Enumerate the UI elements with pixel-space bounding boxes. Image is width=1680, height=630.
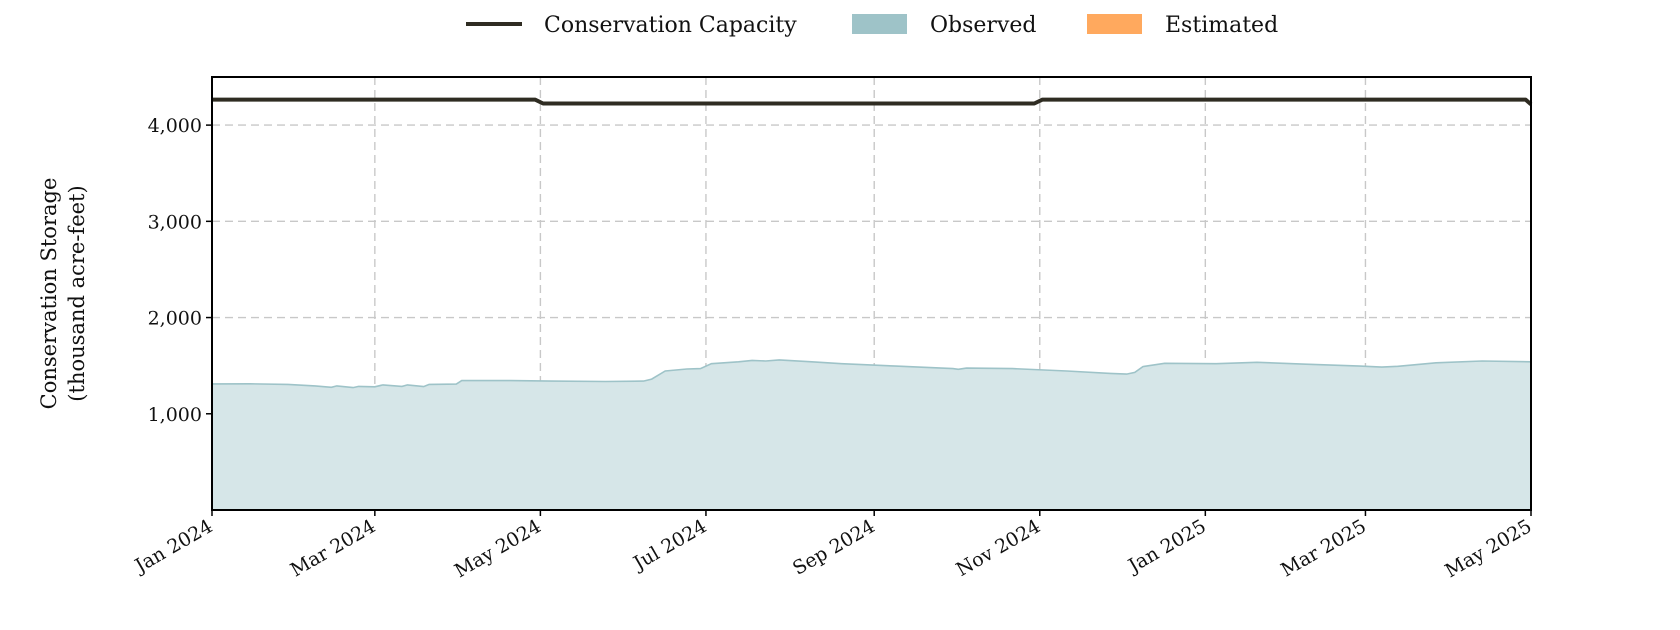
legend-label: Conservation Capacity	[544, 13, 797, 38]
y-axis-label-line: Conservation Storage	[37, 178, 61, 410]
y-tick-label: 1,000	[148, 404, 202, 426]
observed-series	[211, 359, 1532, 510]
x-tick-label: Sep 2024	[789, 515, 879, 579]
y-axis-label-line: (thousand acre-feet)	[65, 185, 89, 401]
capacity-series	[212, 97, 1533, 106]
x-tick-label: Jul 2024	[628, 515, 710, 575]
legend: Conservation Capacity Observed Estimated	[466, 13, 1278, 38]
legend-patch-swatch	[852, 14, 907, 34]
legend-item: Estimated	[1087, 13, 1278, 38]
x-axis-ticks: Jan 2024 Mar 2024 May 2024 Jul 2024 Sep 2024…	[130, 510, 1536, 582]
legend-patch-swatch	[1087, 14, 1142, 34]
x-tick-label: Mar 2025	[1277, 515, 1370, 581]
y-tick-label: 4,000	[148, 115, 202, 137]
y-tick-label: 2,000	[148, 308, 202, 330]
legend-item: Observed	[852, 13, 1036, 38]
x-tick-label: May 2025	[1441, 515, 1535, 582]
y-axis-ticks: 1,000 2,000 3,000 4,000	[148, 115, 212, 426]
plot-frame	[211, 76, 1532, 511]
x-tick-label: Jan 2025	[1123, 515, 1210, 578]
x-tick-label: Nov 2024	[953, 515, 1045, 581]
x-tick-label: May 2024	[451, 515, 545, 582]
observed-area	[212, 359, 1531, 510]
legend-label: Observed	[930, 13, 1036, 38]
legend-item: Conservation Capacity	[466, 13, 797, 38]
legend-label: Estimated	[1165, 13, 1278, 38]
y-tick-label: 3,000	[148, 211, 202, 233]
x-tick-label: Jan 2024	[130, 515, 217, 578]
x-tick-label: Mar 2024	[287, 515, 380, 581]
y-axis-label: Conservation Storage (thousand acre-feet)	[37, 178, 89, 410]
capacity-line	[212, 97, 1533, 106]
